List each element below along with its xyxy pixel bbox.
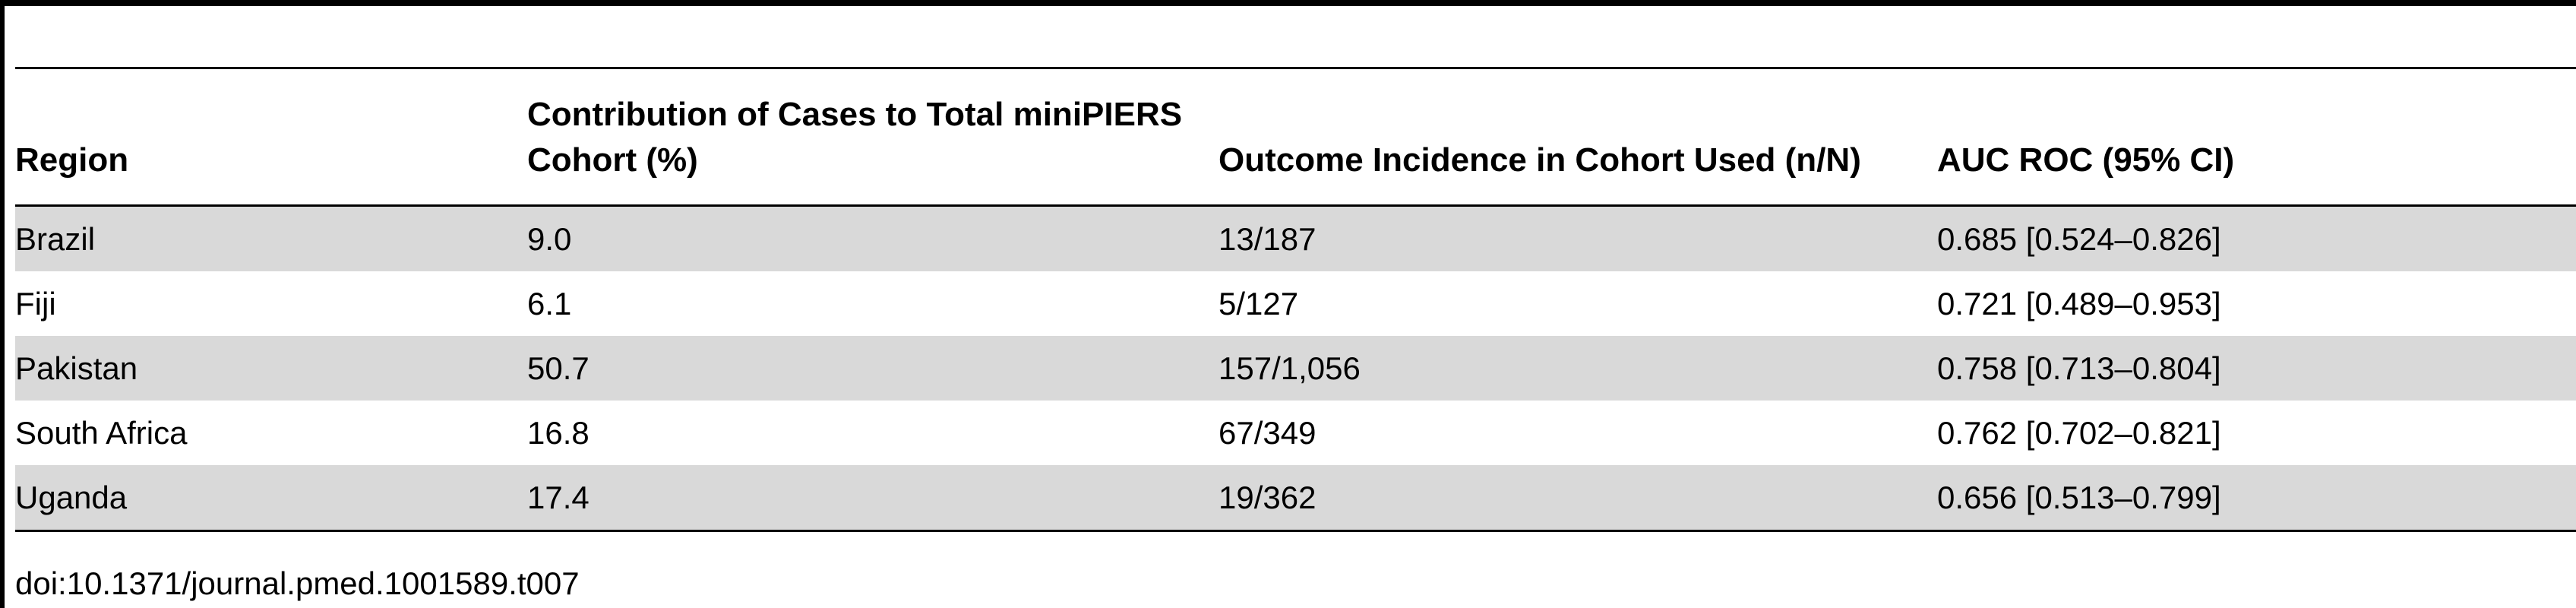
table-row: Pakistan 50.7 157/1,056 0.758 [0.713–0.8… (15, 336, 2576, 401)
cell-region: South Africa (15, 414, 188, 451)
cell-region: Pakistan (15, 350, 138, 386)
cell-contribution: 17.4 (527, 479, 589, 515)
top-rule (0, 0, 2576, 6)
table-body: Brazil 9.0 13/187 0.685 [0.524–0.826] Fi… (15, 205, 2576, 531)
header-outcome-incidence: Outcome Incidence in Cohort Used (n/N) (1218, 141, 1861, 179)
cell-auc-roc: 0.758 [0.713–0.804] (1937, 350, 2221, 386)
cell-outcome-incidence: 157/1,056 (1218, 350, 1361, 386)
cell-auc-roc: 0.721 [0.489–0.953] (1937, 285, 2221, 321)
cell-contribution: 50.7 (527, 350, 589, 386)
left-border (0, 0, 5, 608)
cell-outcome-incidence: 5/127 (1218, 285, 1299, 321)
cell-contribution: 9.0 (527, 220, 572, 257)
cell-region: Brazil (15, 220, 96, 257)
cell-outcome-incidence: 67/349 (1218, 414, 1316, 451)
table-row: Brazil 9.0 13/187 0.685 [0.524–0.826] (15, 205, 2576, 271)
header-row: Region Contribution of Cases to Total mi… (15, 68, 2576, 206)
cell-auc-roc: 0.762 [0.702–0.821] (1937, 414, 2221, 451)
header-region: Region (15, 141, 129, 179)
cell-outcome-incidence: 13/187 (1218, 220, 1316, 257)
cell-contribution: 16.8 (527, 414, 589, 451)
table-container: Region Contribution of Cases to Total mi… (15, 67, 2576, 532)
cell-outcome-incidence: 19/362 (1218, 479, 1316, 515)
doi-footnote: doi:10.1371/journal.pmed.1001589.t007 (15, 565, 580, 601)
cell-region: Fiji (15, 285, 56, 321)
header-auc-roc: AUC ROC (95% CI) (1937, 141, 2235, 179)
table-row: South Africa 16.8 67/349 0.762 [0.702–0.… (15, 401, 2576, 465)
table-row: Fiji 6.1 5/127 0.721 [0.489–0.953] (15, 271, 2576, 336)
cell-auc-roc: 0.656 [0.513–0.799] (1937, 479, 2221, 515)
header-contribution: Contribution of Cases to Total miniPIERS… (527, 96, 1183, 179)
table-row: Uganda 17.4 19/362 0.656 [0.513–0.799] (15, 465, 2576, 531)
cell-contribution: 6.1 (527, 285, 572, 321)
cell-auc-roc: 0.685 [0.524–0.826] (1937, 220, 2221, 257)
table-header: Region Contribution of Cases to Total mi… (15, 68, 2576, 206)
cell-region: Uganda (15, 479, 128, 515)
results-table: Region Contribution of Cases to Total mi… (15, 67, 2576, 532)
